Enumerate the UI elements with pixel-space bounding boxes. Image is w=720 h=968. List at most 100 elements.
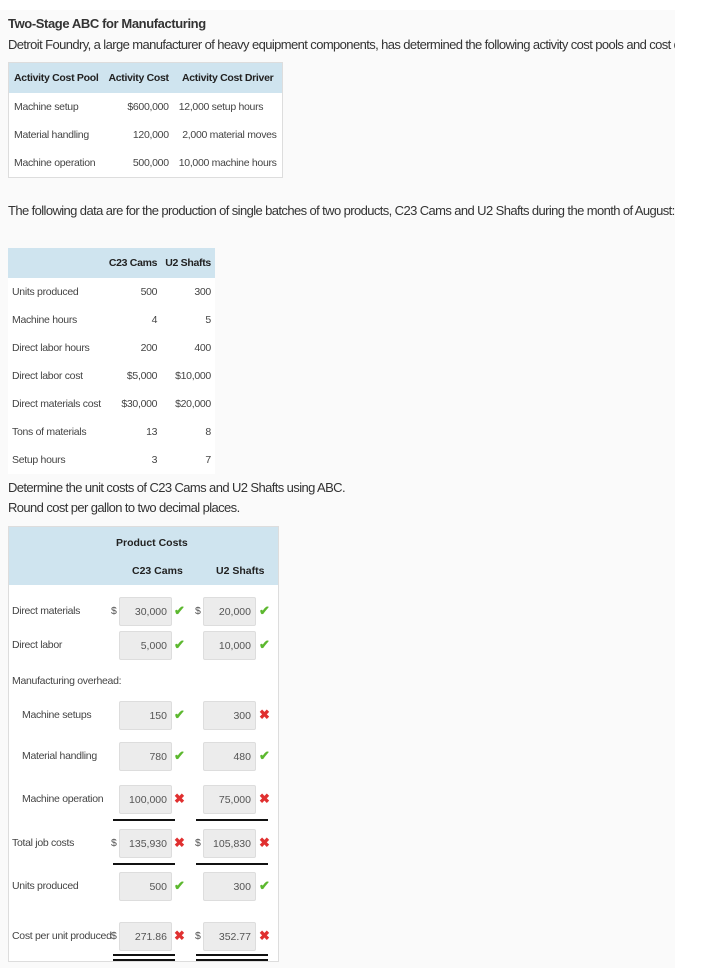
cell: Material handling <box>14 129 89 141</box>
check-icon: ✔ <box>174 878 185 893</box>
cell: Machine hours <box>12 314 77 326</box>
cell: 4 <box>151 314 158 326</box>
table-row: Material handling 120,000 2,000 material m… <box>9 121 283 149</box>
x-icon: ✖ <box>174 835 185 850</box>
cell: 500,000 <box>132 157 169 169</box>
check-icon: ✔ <box>259 603 270 618</box>
u2-input[interactable]: 75,000 <box>203 785 256 814</box>
table-row: Tons of materials 13 8 <box>8 418 215 446</box>
underline <box>113 819 175 821</box>
production-intro: The following data are for the productio… <box>8 203 675 218</box>
cell: 5 <box>205 314 211 326</box>
dollar-sign: $ <box>111 605 117 617</box>
row-label: Machine operation <box>22 793 104 805</box>
row-label: Cost per unit produced <box>12 930 112 942</box>
u2-input[interactable]: 300 <box>203 872 256 901</box>
row-label: Material handling <box>22 750 97 762</box>
double-underline <box>113 954 175 956</box>
cell: $600,000 <box>127 101 169 113</box>
instruction-rounding: Round cost per gallon to two decimal pla… <box>8 500 240 515</box>
c23-input[interactable]: 5,000 <box>119 631 172 660</box>
x-icon: ✖ <box>259 835 270 850</box>
table-row: Machine setup $600,000 12,000 setup hours <box>9 93 283 121</box>
col-header: C23 Cams <box>104 248 162 278</box>
cell: $10,000 <box>175 370 211 382</box>
c23-input[interactable]: 271.86 <box>119 922 172 951</box>
check-icon: ✔ <box>174 603 185 618</box>
cell: 3 <box>151 454 158 466</box>
double-underline <box>196 954 268 956</box>
check-icon: ✔ <box>174 637 185 652</box>
check-icon: ✔ <box>259 748 270 763</box>
col-header: Activity Cost Pool <box>8 62 104 93</box>
cell: 300 <box>194 286 211 298</box>
cell: Machine setup <box>14 101 79 113</box>
cell: Direct labor hours <box>12 342 90 354</box>
cell: 10,000 machine hours <box>178 157 277 169</box>
c23-input[interactable]: 30,000 <box>119 597 172 626</box>
check-icon: ✔ <box>174 707 185 722</box>
double-underline <box>113 959 175 961</box>
c23-input[interactable]: 100,000 <box>119 785 172 814</box>
cell: 120,000 <box>132 129 169 141</box>
double-underline <box>196 959 268 961</box>
row-label: Direct labor <box>12 639 63 651</box>
table-row: Machine hours 4 5 <box>8 306 215 334</box>
col-header: Activity Cost <box>103 62 174 93</box>
c23-input[interactable]: 150 <box>119 701 172 730</box>
cell: 200 <box>140 342 158 354</box>
cell: Direct labor cost <box>12 370 83 382</box>
u2-input[interactable]: 10,000 <box>203 631 256 660</box>
cell: 12,000 setup hours <box>178 101 264 113</box>
col-header: U2 Shafts <box>161 248 215 278</box>
production-table: C23 Cams U2 Shafts Units produced 500 300 Ma… <box>8 248 215 474</box>
row-label: Machine setups <box>22 709 92 721</box>
cell: 8 <box>205 426 211 438</box>
activity-cost-table: Activity Cost Pool Activity Cost Activity … <box>8 62 283 178</box>
table-row: Units produced 500 300 <box>8 278 215 306</box>
cell: 400 <box>194 342 211 354</box>
u2-input[interactable]: 105,830 <box>203 829 256 858</box>
table-row: Direct labor hours 200 400 <box>8 334 215 362</box>
cell: Units produced <box>12 286 79 298</box>
table-row: Direct labor cost $5,000 $10,000 <box>8 362 215 390</box>
check-icon: ✔ <box>259 637 270 652</box>
cell: Direct materials cost <box>12 398 101 410</box>
u2-input[interactable]: 352.77 <box>203 922 256 951</box>
row-label: Direct materials <box>12 605 81 617</box>
x-icon: ✖ <box>259 707 270 722</box>
cell: Setup hours <box>12 454 66 466</box>
row-label: Units produced <box>12 880 79 892</box>
u2-input[interactable]: 300 <box>203 701 256 730</box>
cell: 13 <box>146 426 158 438</box>
cell: 2,000 material moves <box>182 129 277 141</box>
c23-input[interactable]: 500 <box>119 872 172 901</box>
intro-text: Detroit Foundry, a large manufacturer of… <box>8 37 675 52</box>
instruction: Determine the unit costs of C23 Cams and… <box>8 480 346 495</box>
cell: $20,000 <box>175 398 211 410</box>
col-header: Activity Cost Driver <box>173 62 283 93</box>
x-icon: ✖ <box>259 791 270 806</box>
table-row: Setup hours 3 7 <box>8 446 215 474</box>
check-icon: ✔ <box>174 748 185 763</box>
check-icon: ✔ <box>259 878 270 893</box>
dollar-sign: $ <box>111 930 117 942</box>
underline <box>113 863 175 865</box>
product-costs-title: Product Costs <box>116 537 188 549</box>
c23-input[interactable]: 135,930 <box>119 829 172 858</box>
u2-input[interactable]: 20,000 <box>203 597 256 626</box>
dollar-sign: $ <box>195 930 201 942</box>
u2-input[interactable]: 480 <box>203 742 256 771</box>
x-icon: ✖ <box>174 928 185 943</box>
underline <box>196 863 268 865</box>
x-icon: ✖ <box>174 791 185 806</box>
table-row: Machine operation 500,000 10,000 machine h… <box>9 149 283 178</box>
c23-input[interactable]: 780 <box>119 742 172 771</box>
col-header-c23: C23 Cams <box>132 565 183 577</box>
dollar-sign: $ <box>195 605 201 617</box>
product-costs-header: Product Costs C23 Cams U2 Shafts <box>9 527 278 585</box>
cell: Tons of materials <box>12 426 87 438</box>
row-label: Total job costs <box>12 837 75 849</box>
col-header-u2: U2 Shafts <box>216 565 265 577</box>
dollar-sign: $ <box>195 837 201 849</box>
